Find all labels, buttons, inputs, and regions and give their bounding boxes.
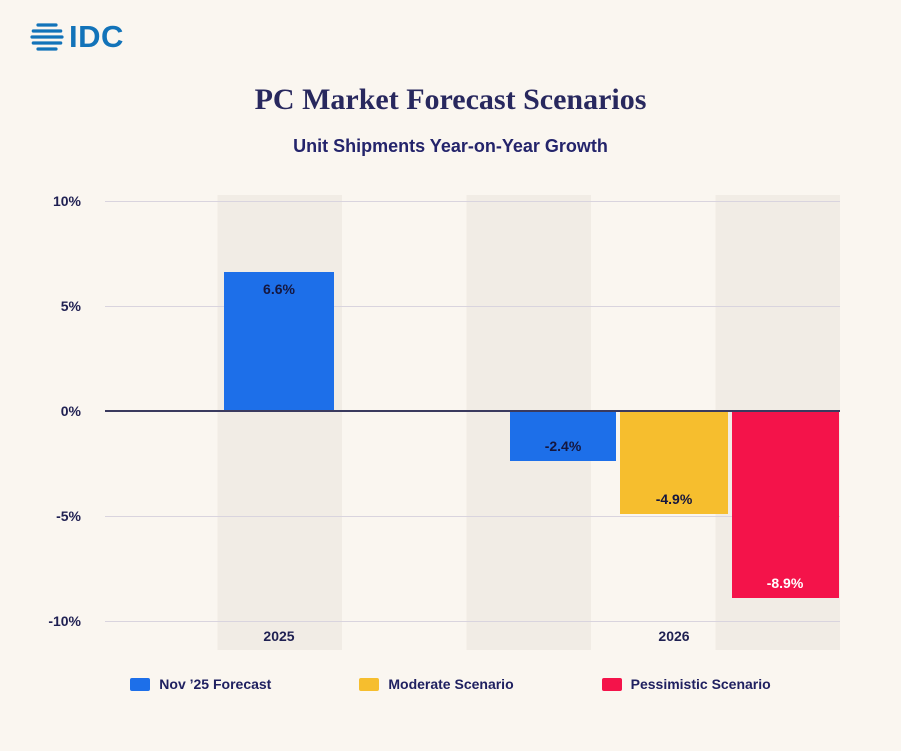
bar-value-label: -4.9% — [655, 490, 693, 507]
y-tick-label: 0% — [60, 403, 81, 419]
bar: 6.6% — [224, 272, 334, 411]
gridline — [105, 201, 840, 202]
y-tick-label: -10% — [48, 613, 81, 629]
idc-logo: IDC — [30, 20, 124, 54]
idc-globe-icon — [30, 23, 64, 51]
legend-item: Pessimistic Scenario — [601, 676, 771, 692]
bar: -8.9% — [731, 411, 839, 598]
legend-item: Nov ’25 Forecast — [130, 676, 271, 692]
gridline — [105, 516, 840, 517]
bar: -4.9% — [620, 411, 728, 514]
legend-label: Pessimistic Scenario — [630, 676, 771, 692]
x-tick-label: 2026 — [658, 628, 690, 644]
gridline — [105, 621, 840, 622]
legend-swatch-icon — [359, 677, 380, 691]
legend-swatch-icon — [601, 677, 622, 691]
y-tick-label: 5% — [60, 298, 81, 314]
legend-label: Nov ’25 Forecast — [159, 676, 272, 692]
bar: -2.4% — [510, 411, 616, 462]
gridline — [105, 306, 840, 307]
chart-legend: Nov ’25 Forecast Moderate Scenario Pessimi… — [0, 676, 901, 692]
y-tick-label: -5% — [56, 508, 81, 524]
zero-axis-line — [105, 410, 840, 412]
bar-value-label: 6.6% — [263, 281, 295, 298]
brand-name: IDC — [69, 19, 124, 54]
bar-value-label: -2.4% — [544, 438, 582, 455]
page-title: PC Market Forecast Scenarios — [254, 83, 647, 116]
x-tick-label: 2025 — [263, 628, 295, 644]
legend-swatch-icon — [130, 677, 151, 691]
bar-value-label: -8.9% — [766, 574, 804, 591]
page-subtitle: Unit Shipments Year-on-Year Growth — [293, 136, 608, 156]
plot-area: 10% 5% 0% -5% -10% 6.6% -2.4% -4.9% -8.9% 2025 202… — [48, 193, 840, 650]
legend-item: Moderate Scenario — [359, 676, 514, 692]
legend-label: Moderate Scenario — [388, 676, 514, 692]
y-tick-label: 10% — [52, 193, 81, 209]
